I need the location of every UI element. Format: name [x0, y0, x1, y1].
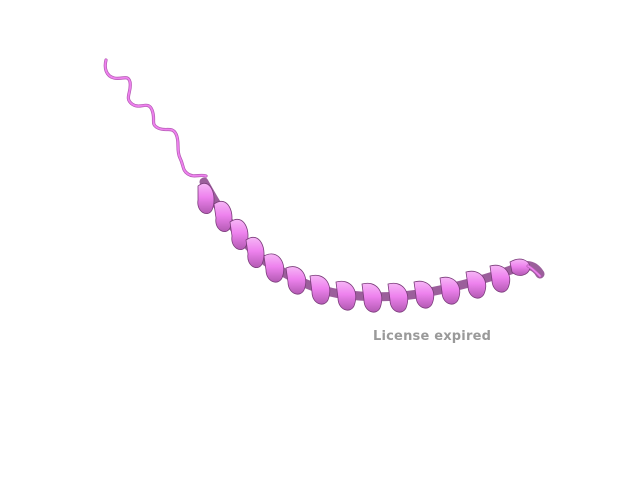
- license-watermark: License expired: [373, 329, 492, 344]
- alpha-helix: [197, 183, 531, 313]
